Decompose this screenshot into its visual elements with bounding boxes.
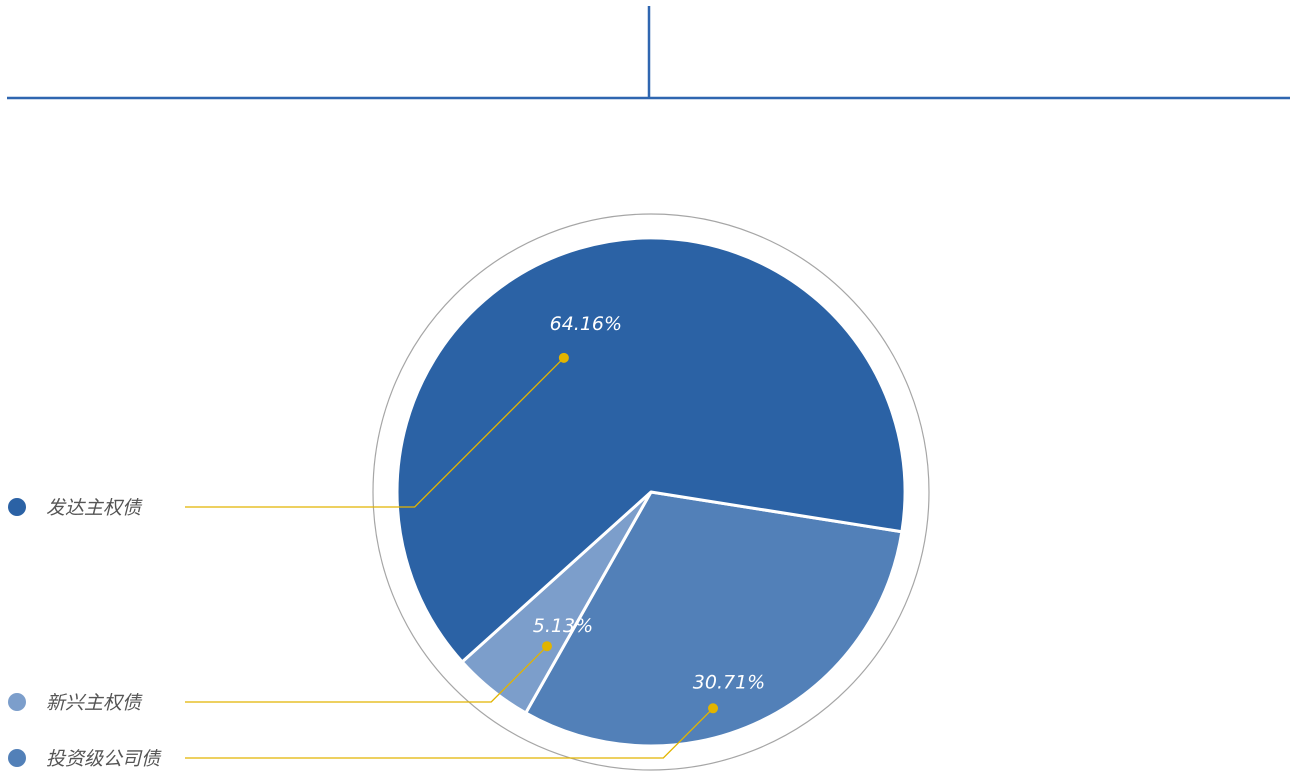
pie-slice-developed-sovereign	[395, 236, 907, 664]
leader-line-emerging-sovereign	[185, 645, 548, 703]
legend-marker-developed-sovereign	[8, 498, 26, 516]
header-rules	[7, 6, 1290, 100]
leader-line-ig-corporate	[185, 707, 714, 759]
slice-value-label-emerging-sovereign: 5.13%	[533, 615, 593, 637]
leader-dot-ig-corporate	[708, 703, 719, 714]
leader-line-developed-sovereign	[185, 357, 565, 508]
legend-marker-ig-corporate	[8, 749, 26, 767]
slice-labels: 64.16% 30.71% 5.13%	[533, 313, 765, 693]
leader-lines	[185, 352, 719, 759]
slice-value-label-ig-corporate: 30.71%	[693, 671, 765, 693]
legend-label-ig-corporate: 投资级公司债	[46, 748, 162, 770]
pie-outer-ring	[372, 213, 930, 771]
pie-slice-ig-corporate	[524, 490, 904, 748]
legend-label-emerging-sovereign: 新兴主权债	[46, 692, 143, 714]
slice-value-label-developed-sovereign: 64.16%	[550, 313, 622, 335]
legend-label-developed-sovereign: 发达主权债	[46, 497, 143, 519]
leader-dot-developed-sovereign	[558, 352, 569, 363]
pie-slices	[395, 236, 907, 748]
leader-dot-emerging-sovereign	[541, 641, 552, 652]
legend-marker-emerging-sovereign	[8, 693, 26, 711]
